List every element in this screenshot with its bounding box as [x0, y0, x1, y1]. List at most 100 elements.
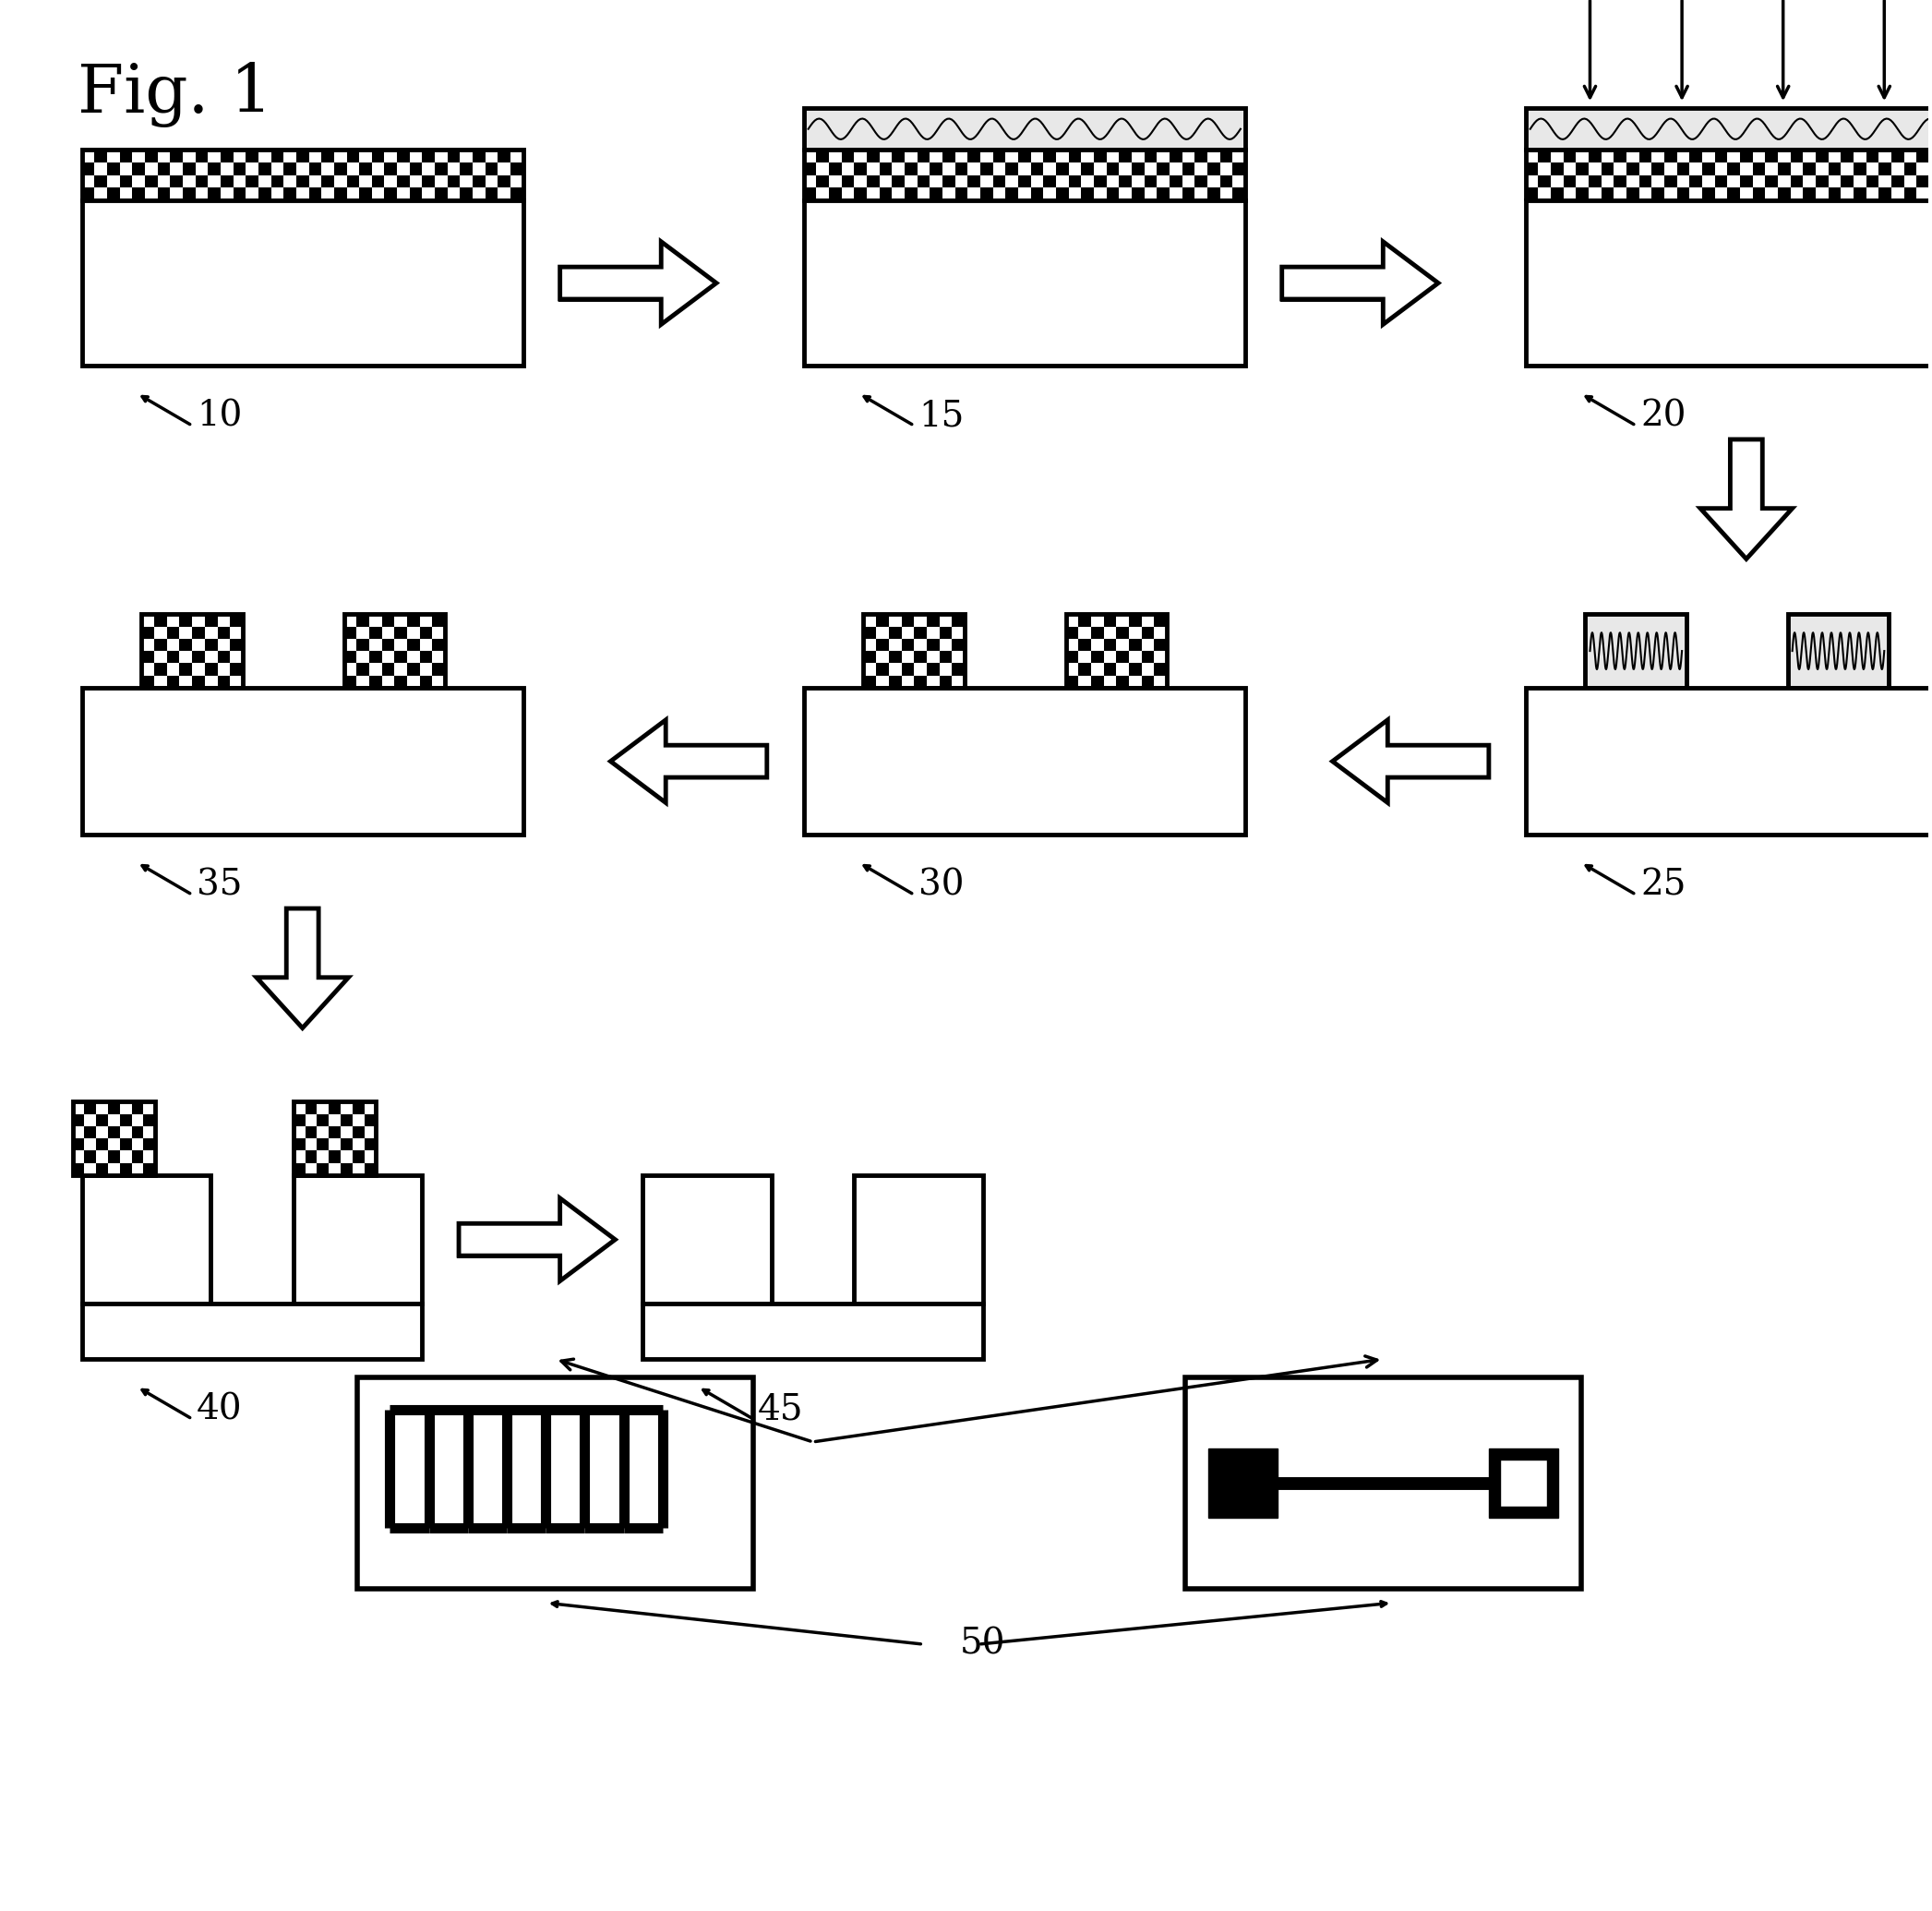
Bar [352, 1114, 365, 1126]
Bar [365, 1101, 377, 1114]
Bar [180, 638, 191, 652]
Bar [1128, 627, 1142, 638]
Bar [95, 162, 106, 176]
Bar [943, 149, 954, 162]
Bar [97, 1150, 108, 1164]
Bar [1690, 162, 1702, 176]
Bar [419, 663, 433, 675]
Bar [294, 1164, 305, 1175]
Bar [1157, 162, 1169, 176]
Bar [97, 1139, 108, 1150]
Bar [365, 1164, 377, 1175]
Bar [854, 176, 867, 187]
Bar [864, 613, 875, 627]
Bar [106, 187, 120, 201]
Bar [305, 1114, 317, 1126]
Bar [344, 613, 357, 627]
Bar [170, 176, 184, 187]
Bar [1930, 162, 1932, 176]
Bar [968, 176, 980, 187]
Bar [384, 187, 398, 201]
Bar [433, 627, 444, 638]
Bar [1652, 149, 1663, 162]
Bar [1526, 162, 1538, 176]
Bar [1577, 176, 1588, 187]
Bar [1182, 162, 1194, 176]
Bar [81, 162, 95, 176]
Bar [473, 176, 485, 187]
Bar [1690, 149, 1702, 162]
Bar [1094, 149, 1107, 162]
Bar [842, 187, 854, 201]
Bar [1182, 187, 1194, 201]
Bar [365, 1139, 377, 1150]
Bar [120, 1114, 131, 1126]
Bar [423, 162, 435, 176]
Bar [191, 627, 205, 638]
Bar [1119, 149, 1132, 162]
Bar [230, 627, 243, 638]
Bar [1841, 162, 1853, 176]
Bar [419, 675, 433, 688]
Bar [245, 149, 259, 162]
Bar [1677, 162, 1690, 176]
Bar [943, 187, 954, 201]
Bar [1716, 187, 1727, 201]
Bar [864, 675, 875, 688]
Bar [943, 162, 954, 176]
Bar [1777, 162, 1791, 176]
Bar [804, 201, 1244, 365]
Bar [383, 675, 394, 688]
Bar [829, 149, 842, 162]
Bar [1119, 176, 1132, 187]
Bar [234, 187, 245, 201]
Bar [968, 149, 980, 162]
Bar [1117, 638, 1128, 652]
Bar [97, 1164, 108, 1175]
Bar [1526, 149, 1932, 201]
Bar [369, 638, 383, 652]
Bar [879, 187, 893, 201]
Bar [448, 176, 460, 187]
Bar [156, 176, 170, 187]
Bar [408, 675, 419, 688]
Bar [1005, 149, 1018, 162]
Bar [143, 1101, 155, 1114]
Bar [1119, 162, 1132, 176]
Bar [384, 149, 398, 162]
Bar [166, 613, 180, 627]
Bar [120, 187, 131, 201]
Bar [1766, 149, 1777, 162]
Bar [875, 627, 889, 638]
Bar [433, 675, 444, 688]
Bar [1677, 176, 1690, 187]
Bar [120, 176, 131, 187]
Bar [902, 613, 914, 627]
Bar [328, 1114, 340, 1126]
Bar [1638, 149, 1652, 162]
Bar [73, 1139, 85, 1150]
Text: 10: 10 [197, 399, 242, 434]
Bar [155, 613, 166, 627]
Bar [914, 675, 927, 688]
Polygon shape [257, 908, 348, 1028]
Polygon shape [611, 720, 767, 803]
Bar [1030, 149, 1043, 162]
Bar [914, 663, 927, 675]
Bar [1208, 162, 1219, 176]
Bar [408, 627, 419, 638]
Bar [108, 1101, 120, 1114]
Bar [184, 149, 195, 162]
Bar [259, 162, 270, 176]
Bar [294, 1175, 421, 1303]
Bar [143, 1150, 155, 1164]
Bar [1551, 149, 1563, 162]
Bar [1891, 149, 1903, 162]
Bar [1702, 149, 1716, 162]
Bar [1526, 109, 1932, 149]
Bar [155, 638, 166, 652]
Bar [423, 149, 435, 162]
Bar [1663, 149, 1677, 162]
Bar [875, 613, 889, 627]
Bar [842, 149, 854, 162]
